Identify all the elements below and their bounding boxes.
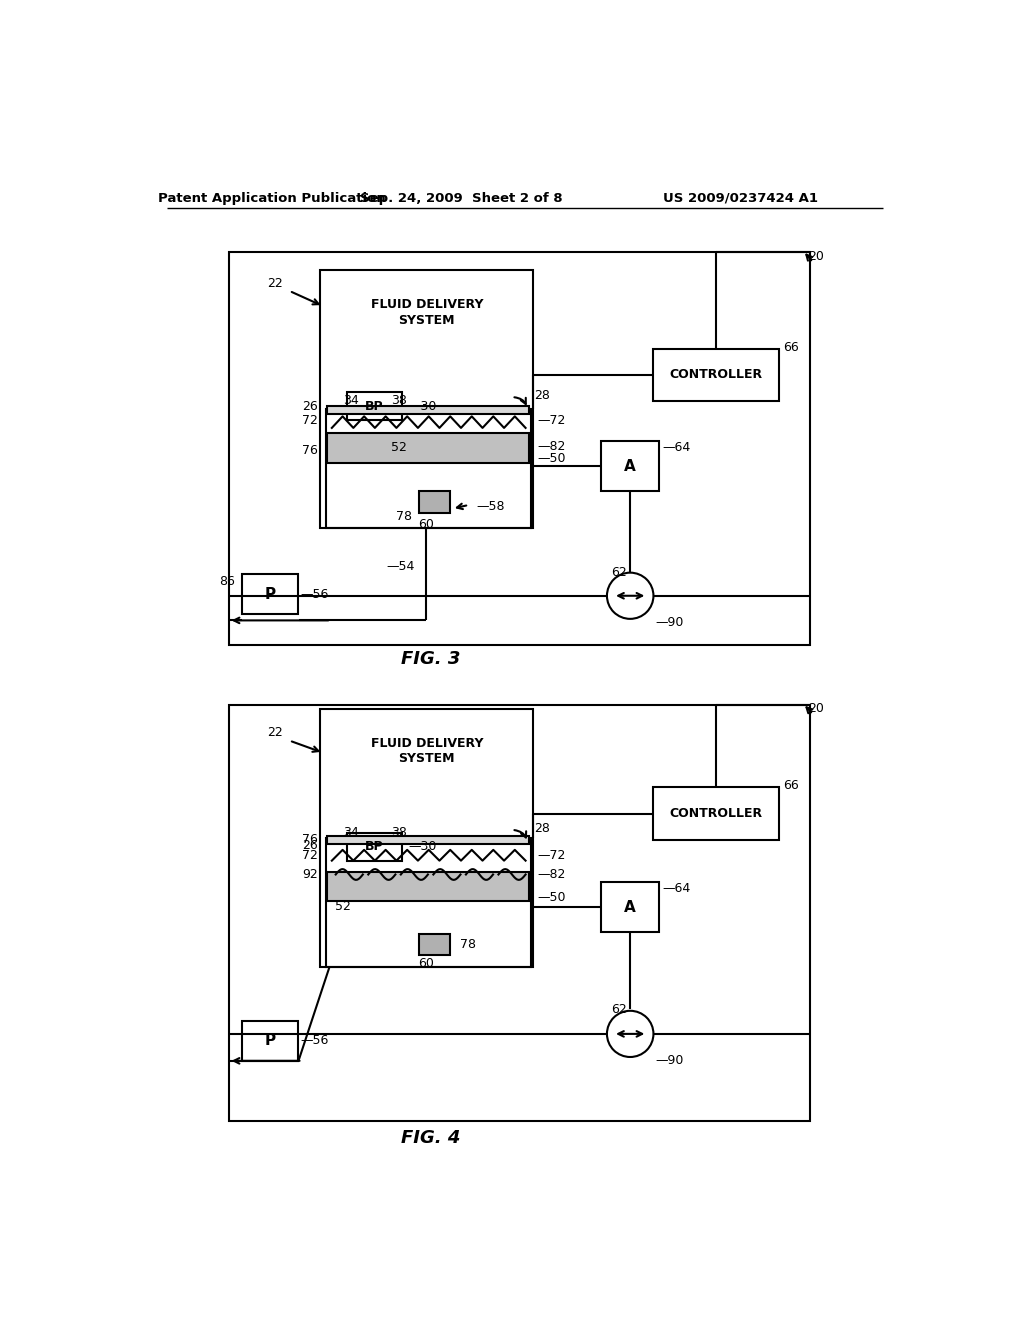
Text: 52: 52 (391, 441, 408, 454)
Text: Sep. 24, 2009  Sheet 2 of 8: Sep. 24, 2009 Sheet 2 of 8 (360, 191, 562, 205)
Text: SYSTEM: SYSTEM (398, 314, 455, 326)
Text: —90: —90 (655, 1055, 684, 1068)
Text: 66: 66 (783, 779, 799, 792)
Text: 26: 26 (302, 838, 317, 851)
Text: —50: —50 (538, 453, 565, 465)
Text: 26: 26 (302, 400, 317, 413)
Bar (601, 882, 658, 932)
Text: —72: —72 (538, 413, 565, 426)
Text: 60: 60 (419, 517, 434, 531)
Text: 22: 22 (267, 277, 283, 289)
Text: 20: 20 (808, 251, 823, 264)
Text: —56: —56 (300, 587, 329, 601)
Text: 78: 78 (396, 510, 413, 523)
Text: A: A (624, 900, 636, 915)
Text: —82: —82 (538, 440, 565, 453)
Text: BP: BP (366, 400, 384, 413)
Bar (242, 1020, 298, 1061)
Bar (346, 833, 402, 861)
Text: Patent Application Publication: Patent Application Publication (158, 191, 385, 205)
Text: 66: 66 (783, 341, 799, 354)
Text: 60: 60 (419, 957, 434, 970)
Text: FLUID DELIVERY: FLUID DELIVERY (371, 737, 483, 750)
Text: 62: 62 (611, 1003, 627, 1016)
Bar (346, 392, 402, 420)
Text: 86: 86 (219, 576, 234, 589)
Text: —30: —30 (409, 400, 437, 413)
Text: 76: 76 (302, 833, 317, 846)
Text: 78: 78 (460, 939, 476, 952)
Bar (419, 491, 450, 512)
Text: 38: 38 (391, 395, 408, 408)
Text: —58: —58 (477, 500, 505, 513)
Bar (601, 441, 658, 491)
Text: 62: 62 (611, 566, 627, 579)
Text: 22: 22 (267, 726, 283, 739)
Bar (228, 705, 810, 1121)
Text: 34: 34 (343, 395, 358, 408)
Text: 38: 38 (391, 825, 408, 838)
Bar (242, 574, 298, 614)
Text: A: A (624, 458, 636, 474)
Text: CONTROLLER: CONTROLLER (670, 368, 763, 381)
Text: CONTROLLER: CONTROLLER (670, 807, 763, 820)
Text: —50: —50 (538, 891, 565, 904)
Text: BP: BP (366, 841, 384, 853)
Text: —82: —82 (538, 869, 565, 880)
Text: —30: —30 (409, 841, 437, 853)
Text: US 2009/0237424 A1: US 2009/0237424 A1 (663, 191, 818, 205)
Bar (328, 433, 528, 462)
Text: P: P (264, 586, 275, 602)
Text: 28: 28 (535, 389, 550, 403)
Bar (419, 933, 450, 956)
Text: 34: 34 (343, 825, 358, 838)
Text: 52: 52 (335, 900, 351, 913)
Bar (228, 252, 810, 645)
Bar (653, 348, 779, 401)
Text: —90: —90 (655, 616, 684, 630)
Text: FIG. 4: FIG. 4 (400, 1129, 460, 1147)
Bar (326, 838, 531, 966)
Text: 72: 72 (302, 413, 317, 426)
Bar (328, 873, 528, 902)
Bar (328, 405, 528, 414)
Text: 92: 92 (302, 869, 317, 880)
Text: SYSTEM: SYSTEM (398, 752, 455, 766)
Bar (326, 409, 531, 528)
Bar (321, 709, 534, 966)
Text: FIG. 3: FIG. 3 (400, 649, 460, 668)
Bar (653, 788, 779, 840)
Text: 72: 72 (302, 849, 317, 862)
Text: 28: 28 (535, 822, 550, 834)
Text: 76: 76 (302, 445, 317, 458)
Text: —72: —72 (538, 849, 565, 862)
Text: —64: —64 (663, 441, 691, 454)
Text: —64: —64 (663, 882, 691, 895)
Text: 20: 20 (808, 702, 823, 715)
Bar (321, 271, 534, 528)
Text: —56: —56 (300, 1035, 329, 1047)
Text: P: P (264, 1034, 275, 1048)
Bar (328, 836, 528, 843)
Text: —54: —54 (386, 560, 415, 573)
Text: FLUID DELIVERY: FLUID DELIVERY (371, 298, 483, 312)
